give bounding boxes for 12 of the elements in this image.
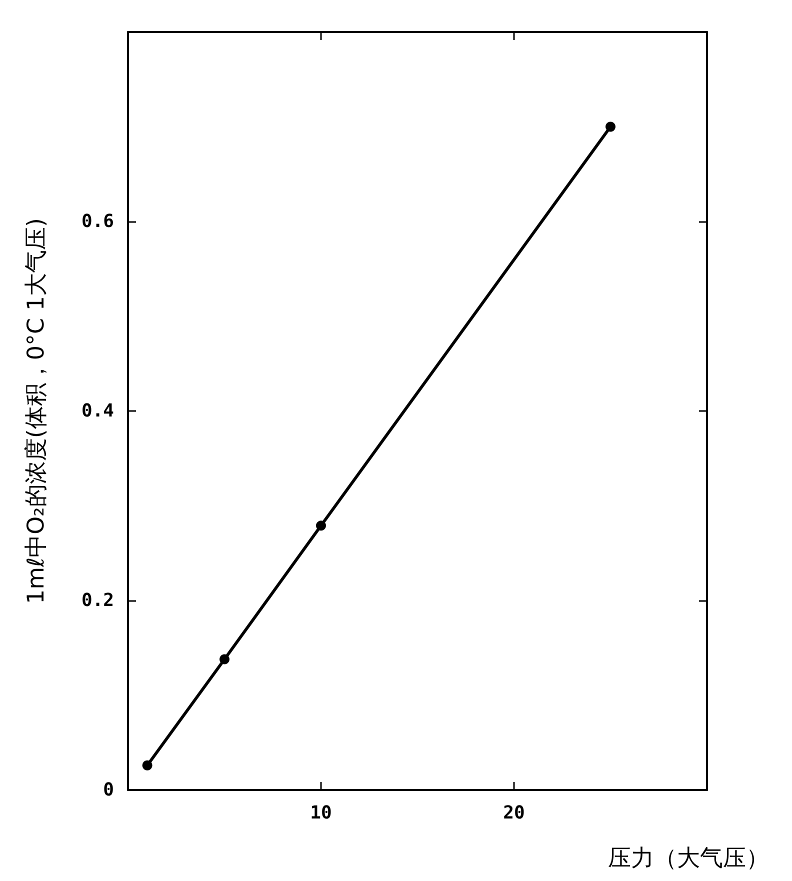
point — [606, 122, 616, 132]
point — [220, 654, 230, 664]
y-tick-label: 0.6 — [81, 211, 114, 232]
x-tick-label: 20 — [503, 802, 525, 824]
point — [142, 760, 152, 770]
y-tick-label: 0.4 — [81, 400, 114, 422]
point — [316, 520, 326, 531]
x-tick-label: 10 — [310, 802, 332, 824]
y-tick-label: 0.2 — [81, 590, 114, 611]
y-axis-title: 1mℓ中O₂的浓度(体积，0°C 1大气压) — [24, 218, 50, 604]
x-axis-title: 压力（大气压） — [608, 846, 769, 872]
y-tick-label: 0 — [103, 780, 114, 800]
